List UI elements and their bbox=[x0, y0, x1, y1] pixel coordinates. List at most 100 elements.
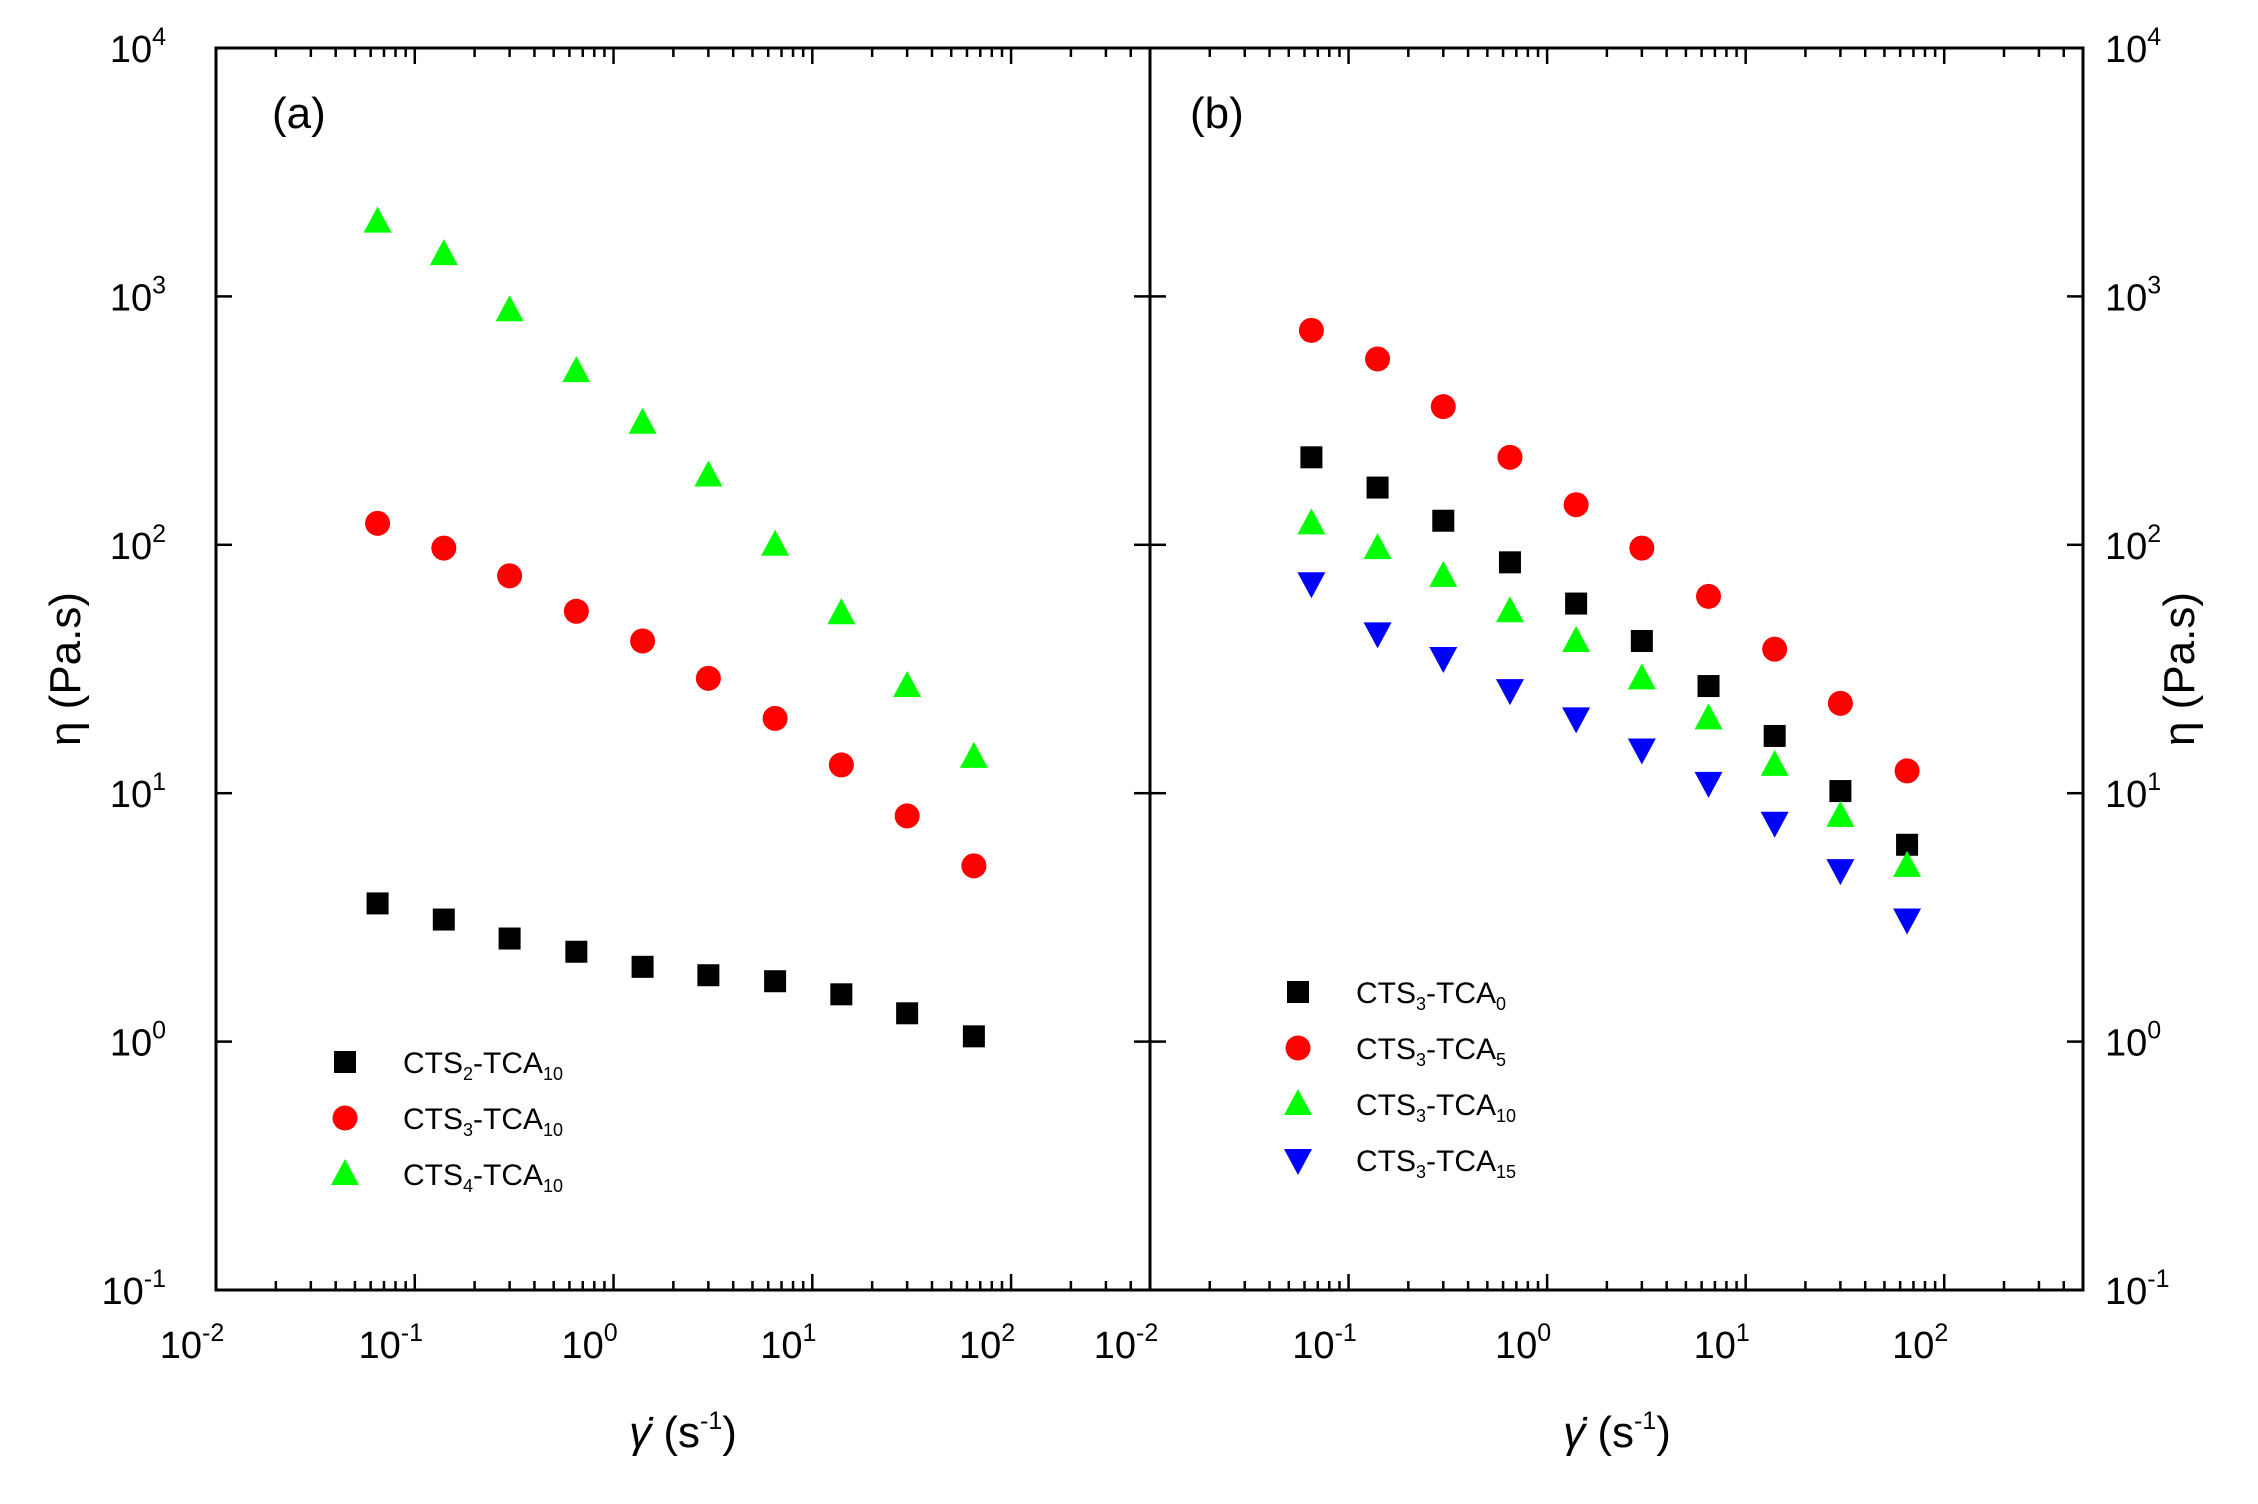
y-tick-label: 101 bbox=[110, 768, 166, 816]
data-point bbox=[1363, 622, 1392, 649]
data-point bbox=[1697, 675, 1720, 698]
data-point bbox=[1694, 771, 1723, 798]
y-tick-labels: 10-1 100 101 102 103 104 bbox=[101, 23, 166, 1313]
data-point bbox=[1893, 850, 1922, 877]
x-tick-labels: 10-2 10-1 100 101 102 bbox=[1094, 1319, 1949, 1367]
y-axis-title: η (Pa.s) bbox=[2155, 592, 2204, 746]
data-point bbox=[1694, 703, 1723, 730]
legend-marker bbox=[332, 1105, 358, 1131]
legend: CTS3-TCA0 CTS3-TCA5 CTS3-TCA10 CTS3-TCA15 bbox=[1284, 977, 1516, 1182]
data-point bbox=[764, 970, 787, 993]
data-point bbox=[1429, 647, 1458, 674]
data-point bbox=[1762, 636, 1788, 662]
data-point bbox=[432, 908, 455, 931]
data-point bbox=[1896, 833, 1919, 856]
x-axis-ticks bbox=[1208, 48, 2066, 1290]
data-point bbox=[1297, 508, 1326, 535]
panel-b: 10-2 10-1 100 101 102 10-1 100 101 102 103 104 (b) η… bbox=[1094, 23, 2204, 1457]
x-tick-labels: 10-2 10-1 100 101 102 bbox=[160, 1319, 1015, 1367]
data-point bbox=[1894, 758, 1920, 784]
panel-label: (b) bbox=[1190, 89, 1244, 138]
data-point bbox=[563, 598, 589, 624]
panel-label: (a) bbox=[272, 89, 326, 138]
plot-frame bbox=[1148, 46, 2085, 1292]
data-point bbox=[1298, 317, 1324, 343]
data-point bbox=[429, 239, 458, 266]
series-CTS4-TCA10 bbox=[363, 206, 988, 768]
data-point bbox=[1630, 629, 1653, 652]
data-point bbox=[959, 741, 988, 768]
data-point bbox=[827, 598, 856, 625]
y-tick-label: 100 bbox=[2105, 1017, 2161, 1065]
x-tick-label: 100 bbox=[1495, 1319, 1551, 1367]
y-tick-label: 103 bbox=[110, 271, 166, 319]
data-point bbox=[1829, 780, 1852, 803]
data-point bbox=[497, 563, 523, 589]
data-point bbox=[1627, 663, 1656, 690]
panel-a: 10-2 10-1 100 101 102 10-1 100 101 102 103 104 (a) η… bbox=[41, 23, 1152, 1457]
legend-marker bbox=[1285, 1035, 1311, 1061]
data-point bbox=[1366, 476, 1389, 499]
data-point bbox=[1429, 560, 1458, 587]
data-point bbox=[630, 628, 656, 654]
data-point bbox=[1363, 533, 1392, 560]
x-tick-label: 10-2 bbox=[160, 1319, 225, 1367]
legend-marker bbox=[1284, 1089, 1312, 1115]
legend-label: CTS3-TCA5 bbox=[1356, 1033, 1506, 1070]
x-tick-label: 10-2 bbox=[1094, 1319, 1159, 1367]
legend-label: CTS4-TCA10 bbox=[403, 1159, 563, 1196]
y-axis-title: η (Pa.s) bbox=[41, 592, 90, 746]
y-tick-label: 104 bbox=[110, 23, 166, 71]
x-tick-label: 101 bbox=[760, 1319, 816, 1367]
x-tick-label: 10-1 bbox=[359, 1319, 424, 1367]
data-point bbox=[896, 1002, 919, 1025]
series-CTS3-TCA15 bbox=[1297, 572, 1922, 935]
data-point bbox=[1760, 811, 1789, 838]
legend: CTS2-TCA10 CTS3-TCA10 CTS4-TCA10 bbox=[331, 1047, 563, 1196]
data-point bbox=[1495, 596, 1524, 623]
x-axis-title: γ̇ (s-1) bbox=[629, 1407, 737, 1457]
series-CTS3-TCA0 bbox=[1300, 446, 1919, 856]
series-CTS3-TCA5 bbox=[1298, 317, 1920, 784]
data-point bbox=[1563, 492, 1589, 518]
x-tick-label: 100 bbox=[561, 1319, 617, 1367]
y-tick-label: 101 bbox=[2105, 768, 2161, 816]
plot-frame bbox=[214, 46, 1152, 1292]
series-CTS3-TCA10 bbox=[365, 510, 987, 879]
data-point bbox=[1430, 394, 1456, 420]
legend-label: CTS3-TCA10 bbox=[1356, 1089, 1516, 1126]
data-point bbox=[628, 407, 657, 434]
data-point bbox=[631, 955, 654, 978]
data-point bbox=[1497, 444, 1523, 470]
data-point bbox=[1565, 592, 1588, 615]
data-point bbox=[961, 853, 987, 879]
data-point bbox=[1763, 724, 1786, 747]
x-tick-label: 102 bbox=[1892, 1319, 1948, 1367]
legend-label: CTS2-TCA10 bbox=[403, 1047, 563, 1084]
x-axis-ticks bbox=[274, 48, 1132, 1290]
y-tick-label: 102 bbox=[2105, 520, 2161, 568]
data-point bbox=[694, 460, 723, 487]
series-CTS2-TCA10 bbox=[366, 892, 985, 1048]
legend-marker bbox=[1287, 981, 1309, 1003]
x-tick-label: 101 bbox=[1694, 1319, 1750, 1367]
y-tick-labels: 10-1 100 101 102 103 104 bbox=[2105, 23, 2170, 1313]
x-tick-label: 102 bbox=[959, 1319, 1015, 1367]
data-point bbox=[366, 892, 389, 915]
data-point bbox=[431, 535, 457, 561]
data-point bbox=[1300, 446, 1323, 469]
data-point bbox=[1826, 800, 1855, 827]
legend-marker bbox=[334, 1051, 356, 1073]
data-point bbox=[1696, 583, 1722, 609]
legend-label: CTS3-TCA0 bbox=[1356, 977, 1506, 1014]
data-point bbox=[1893, 908, 1922, 935]
y-tick-label: 102 bbox=[110, 520, 166, 568]
data-point bbox=[894, 803, 920, 829]
data-point bbox=[761, 529, 790, 556]
data-point bbox=[365, 510, 391, 536]
data-point bbox=[1365, 346, 1391, 372]
data-point bbox=[1826, 859, 1855, 886]
data-point bbox=[1495, 679, 1524, 706]
data-point bbox=[363, 206, 392, 233]
